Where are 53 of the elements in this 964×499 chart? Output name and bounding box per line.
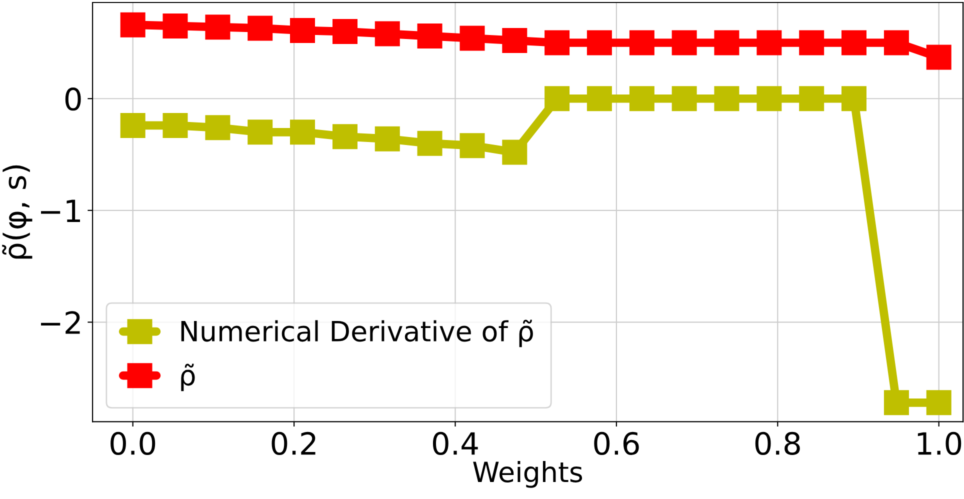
point bbox=[672, 30, 697, 56]
point bbox=[162, 112, 188, 138]
point bbox=[332, 124, 358, 150]
point bbox=[799, 86, 824, 112]
point bbox=[586, 86, 612, 112]
point bbox=[672, 86, 697, 112]
y-tick-label: −1 bbox=[41, 200, 80, 222]
point bbox=[374, 126, 400, 152]
point bbox=[460, 133, 485, 158]
point bbox=[502, 28, 528, 53]
x-tick-label: 0.6 bbox=[594, 432, 639, 456]
point bbox=[417, 24, 442, 49]
y-tick-label: −2 bbox=[41, 311, 80, 334]
point bbox=[756, 30, 782, 56]
point bbox=[290, 18, 316, 43]
point bbox=[205, 14, 230, 40]
point bbox=[120, 12, 146, 38]
legend-label: Numerical Derivative of ρ̃ bbox=[181, 320, 533, 348]
point bbox=[248, 120, 273, 145]
point bbox=[714, 30, 740, 56]
y-axis-title: ρ̃(φ, s) bbox=[2, 165, 32, 259]
point bbox=[205, 115, 230, 140]
point bbox=[799, 30, 824, 56]
x-tick-label: 0.2 bbox=[272, 432, 316, 456]
x-axis-title: Weights bbox=[473, 460, 582, 488]
point bbox=[926, 390, 952, 416]
point bbox=[629, 30, 654, 56]
point bbox=[120, 112, 146, 138]
point bbox=[417, 130, 442, 156]
point bbox=[841, 30, 866, 56]
x-tick-label: 1.0 bbox=[918, 432, 962, 456]
point bbox=[756, 86, 782, 112]
point bbox=[502, 140, 528, 165]
point bbox=[884, 30, 909, 56]
point bbox=[841, 86, 866, 112]
point bbox=[926, 44, 952, 70]
x-tick-label: 0.0 bbox=[110, 432, 156, 456]
x-tick-label: 0.4 bbox=[432, 432, 478, 456]
legend-label: ρ̃ bbox=[181, 364, 195, 392]
point bbox=[290, 120, 316, 145]
point bbox=[374, 21, 400, 46]
point bbox=[884, 390, 909, 416]
point bbox=[332, 19, 358, 44]
x-tick-label: 0.8 bbox=[755, 432, 800, 456]
point bbox=[460, 26, 485, 51]
point bbox=[629, 86, 654, 112]
y-tick-label: 0 bbox=[65, 88, 81, 111]
point bbox=[544, 86, 570, 112]
point bbox=[248, 16, 273, 41]
point bbox=[714, 86, 740, 112]
point bbox=[162, 13, 188, 38]
point bbox=[544, 30, 570, 56]
point bbox=[586, 30, 612, 56]
